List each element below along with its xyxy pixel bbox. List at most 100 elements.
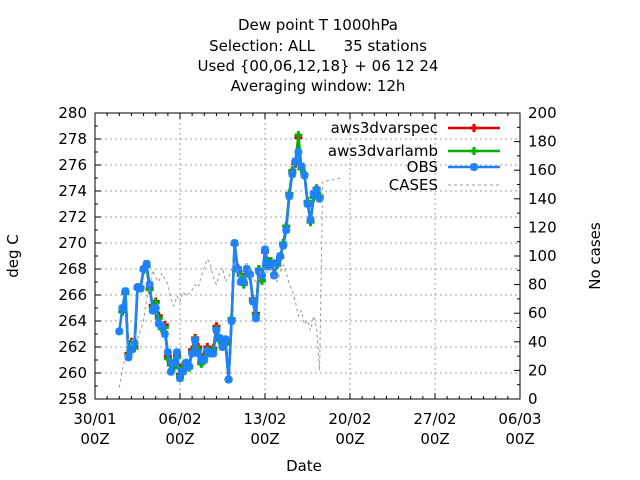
x-tick-label: 00Z [250,430,279,448]
data-point [118,304,127,312]
y2-tick-label: 0 [528,390,538,408]
data-point [169,358,178,367]
data-point [470,147,478,155]
title-line-4: Averaging window: 12h [231,77,406,95]
y2-tick-label: 160 [528,161,557,179]
x-axis-label: Date [286,457,322,475]
y-axis-label: deg C [4,234,22,278]
y-tick-label: 280 [58,104,87,122]
data-point [200,356,209,364]
data-point [309,189,318,198]
chart-title: Dew point T 1000hPa Selection: ALL 35 st… [198,16,439,95]
series-cases [118,176,342,388]
data-point [315,194,324,203]
y2-tick-label: 120 [528,218,557,236]
y2-tick-label: 100 [528,247,557,265]
data-point [239,278,248,286]
y2-tick-label: 80 [528,276,547,294]
data-point [470,124,478,132]
y2-tick-label: 140 [528,190,557,208]
x-tick-label: 06/02 [158,410,201,428]
data-point [224,375,233,384]
data-point [127,345,136,354]
data-point [230,239,239,247]
data-point [291,157,300,166]
y-tick-label: 260 [58,364,87,382]
y-tick-label: 258 [58,390,87,408]
x-tick-label: 00Z [80,430,109,448]
title-line-1: Dew point T 1000hPa [238,16,398,34]
x-tick-label: 00Z [165,430,194,448]
legend-label: aws3dvarlamb [328,142,438,160]
data-point [139,265,148,273]
data-point [261,245,269,254]
y-tick-label: 278 [58,130,87,148]
y2-tick-label: 180 [528,133,557,151]
data-point [179,367,188,376]
data-point [282,226,291,234]
y-tick-label: 274 [58,182,87,200]
x-tick-label: 06/03 [498,410,541,428]
grid-lines [95,113,520,399]
data-point [279,241,288,250]
data-point [188,349,197,358]
y-tick-label: 276 [58,156,87,174]
data-point [209,349,218,358]
data-point [136,284,145,293]
data-point [221,335,230,344]
data-point [130,339,139,348]
title-line-2: Selection: ALL 35 stations [209,37,427,55]
series-obs [115,148,324,384]
x-tick-label: 00Z [505,430,534,448]
y2-axis-label: No cases [586,222,604,290]
data-point [151,304,160,312]
plot-frame [94,112,521,400]
data-point [306,215,315,224]
data-point [470,163,478,171]
legend-label: CASES [389,176,438,194]
x-tick-label: 27/02 [413,410,456,428]
series-layer [115,131,342,388]
data-point [285,192,294,201]
data-point [142,259,151,268]
data-point [185,362,194,371]
data-point [227,317,236,325]
data-point [294,131,303,140]
data-point [166,367,175,376]
data-point [297,162,306,171]
data-point [115,327,124,336]
y2-tick-label: 20 [528,361,547,379]
data-point [218,343,227,351]
data-point [300,171,309,180]
data-point [288,170,297,179]
data-point [251,314,260,323]
data-point [172,348,181,357]
data-point [267,259,276,268]
legend-label: aws3dvarspec [331,119,438,137]
data-point [242,265,251,273]
data-point [163,348,172,357]
x-tick-label: 30/01 [73,410,116,428]
y-tick-label: 270 [58,234,87,252]
data-point [124,353,133,362]
x-tick-label: 00Z [335,430,364,448]
x-tick-label: 20/02 [328,410,371,428]
data-point [191,336,200,345]
data-point [160,330,169,338]
data-point [182,358,191,367]
x-tick-label: 13/02 [243,410,286,428]
data-point [254,267,263,276]
legend-label: OBS [407,158,438,176]
data-point [194,349,203,358]
data-point [257,271,266,280]
data-point [121,287,130,296]
data-point [215,333,224,342]
data-point [248,297,257,306]
data-point [212,326,221,335]
x-tick-label: 00Z [420,430,449,448]
y-tick-label: 272 [58,208,87,226]
data-point [312,185,321,194]
data-point [294,148,303,156]
y2-tick-label: 60 [528,304,547,322]
